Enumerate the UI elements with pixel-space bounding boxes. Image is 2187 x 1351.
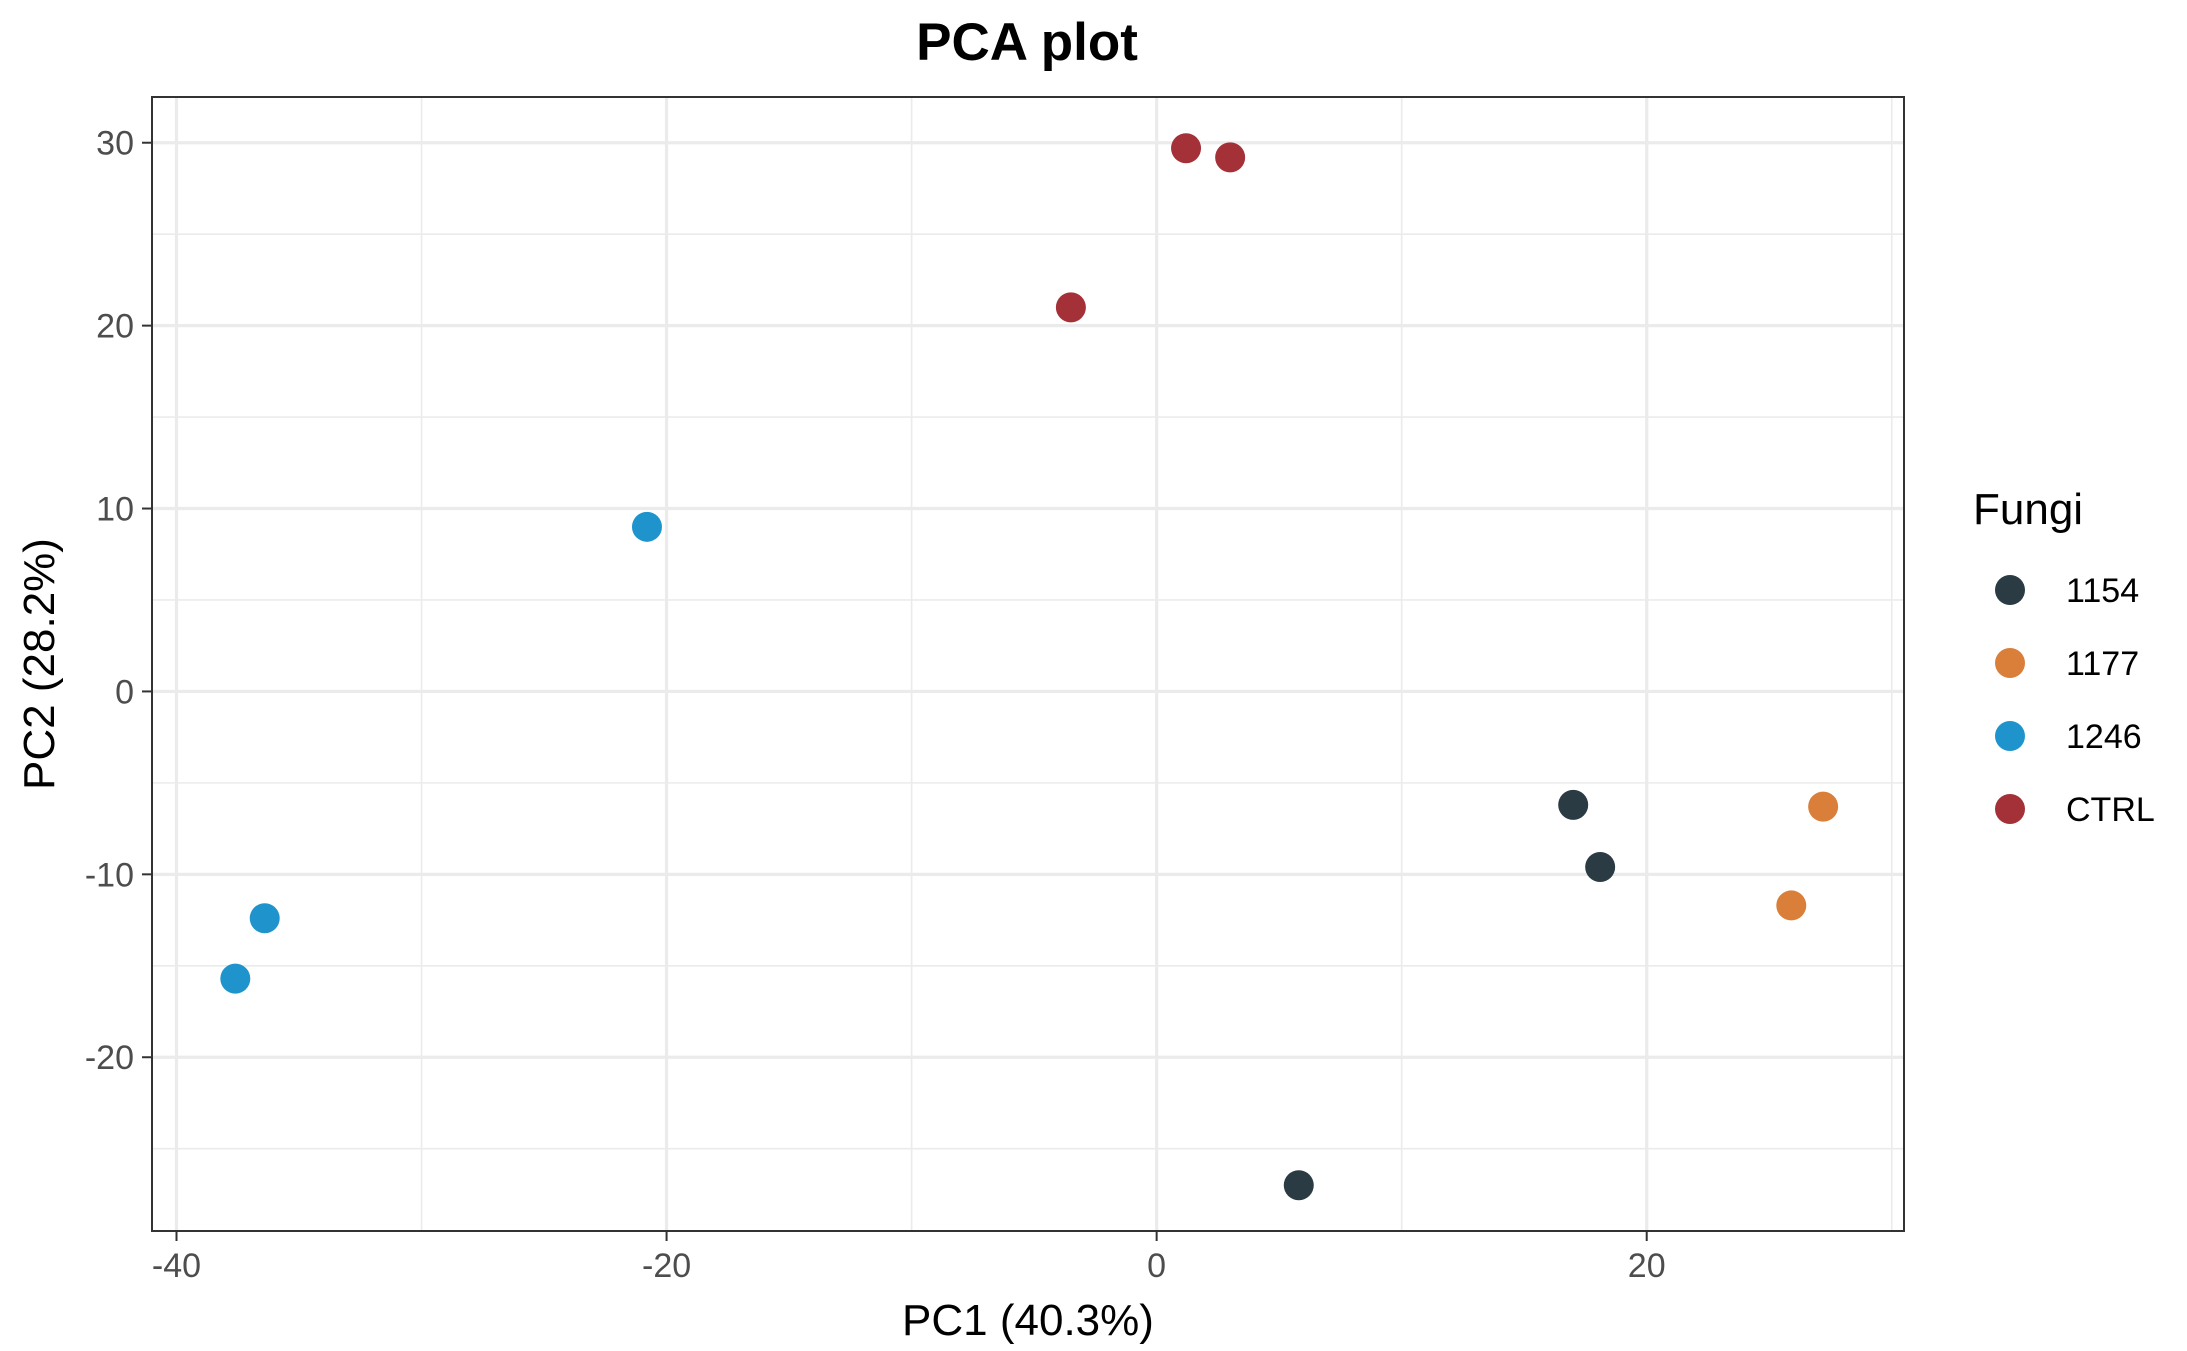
- y-tick-label: -10: [85, 856, 134, 894]
- data-point-1177: [1776, 890, 1807, 921]
- chart-title: PCA plot: [916, 13, 1138, 72]
- x-axis-title: PC1 (40.3%): [902, 1296, 1154, 1345]
- x-tick-label: 20: [1628, 1247, 1666, 1285]
- legend: 1154 1177 1246 CTRL: [1995, 572, 2155, 829]
- panel-border: [151, 96, 1905, 1232]
- data-point-ctrl: [1215, 142, 1246, 173]
- legend-label-ctrl: CTRL: [2066, 791, 2155, 829]
- x-tick-label: 0: [1147, 1247, 1166, 1285]
- legend-key-ctrl: [1995, 794, 2025, 824]
- y-tick-label: 0: [115, 673, 134, 711]
- legend-key-1246: [1995, 721, 2025, 751]
- data-point-1177: [1808, 791, 1839, 822]
- data-point-1154: [1585, 852, 1616, 883]
- data-point-1154: [1283, 1170, 1314, 1201]
- data-point-1154: [1558, 789, 1589, 820]
- legend-label-1177: 1177: [2066, 645, 2139, 683]
- data-point-1246: [220, 963, 251, 994]
- y-tick-label: 10: [96, 491, 134, 529]
- legend-title: Fungi: [1973, 485, 2083, 534]
- legend-label-1246: 1246: [2066, 718, 2142, 756]
- grid: [152, 97, 1904, 1231]
- data-point-1246: [631, 511, 662, 542]
- plot-panel: [152, 97, 1904, 1231]
- x-tick-label: -40: [152, 1247, 201, 1285]
- x-tick-label: -20: [642, 1247, 691, 1285]
- data-point-ctrl: [1055, 292, 1086, 323]
- x-axis: -40 -20 0 20: [152, 1231, 1666, 1285]
- legend-key-1177: [1995, 648, 2025, 678]
- data-point-1246: [249, 903, 280, 934]
- y-axis-title: PC2 (28.2%): [15, 538, 64, 790]
- y-tick-label: 20: [96, 308, 134, 346]
- legend-label-1154: 1154: [2066, 572, 2139, 610]
- y-tick-label: -20: [85, 1039, 134, 1077]
- y-axis: -20 -10 0 10 20 30: [85, 125, 152, 1077]
- legend-key-1154: [1995, 575, 2025, 605]
- data-point-ctrl: [1171, 133, 1202, 164]
- y-tick-label: 30: [96, 125, 134, 163]
- data-points: [220, 133, 1839, 1201]
